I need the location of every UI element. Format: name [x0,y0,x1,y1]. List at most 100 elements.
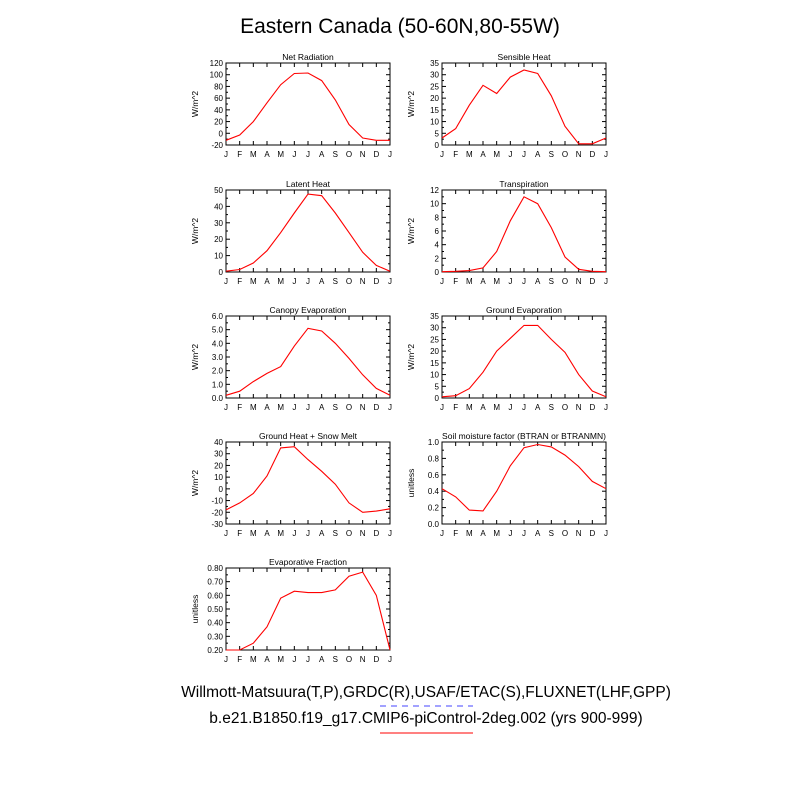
x-tick-label: A [319,529,325,538]
y-tick-label: 40 [214,438,223,447]
y-axis-label: unitless [190,595,200,624]
x-tick-label: M [493,403,500,412]
x-tick-label: M [250,150,257,159]
y-tick-label: 0 [219,268,224,277]
y-tick-label: 5 [435,382,440,391]
series-line [225,446,391,513]
plot-frame [441,315,607,399]
x-tick-label: J [388,150,392,159]
x-tick-label: J [306,277,310,286]
y-axis-label: unitless [406,469,416,498]
y-tick-label: 6 [435,227,440,236]
y-tick-label: 0.8 [428,454,440,463]
x-tick-label: J [388,277,392,286]
x-tick-label: A [535,403,541,412]
x-tick-label: S [549,277,554,286]
x-tick-label: N [360,403,366,412]
y-tick-label: 25 [430,82,439,91]
y-tick-label: 3.0 [212,353,224,362]
x-tick-label: N [576,277,582,286]
y-tick-label: 20 [214,235,223,244]
y-tick-label: 20 [430,347,439,356]
model-legend-label: b.e21.B1850.f19_g17.CMIP6-piControl-2deg… [209,710,642,727]
x-tick-label: J [604,403,608,412]
x-tick-label: A [264,655,270,664]
series-line [441,443,607,512]
y-tick-label: 40 [214,202,223,211]
x-tick-label: J [522,150,526,159]
x-tick-label: A [535,529,541,538]
x-tick-label: A [480,403,486,412]
x-tick-label: J [224,655,228,664]
plot-frame [441,62,607,146]
x-tick-label: J [306,150,310,159]
x-tick-label: M [277,403,284,412]
x-tick-label: J [292,403,296,412]
panel-title: Ground Evaporation [486,305,562,315]
series-line [225,72,390,141]
y-tick-label: 1.0 [428,438,440,447]
y-tick-label: 2.0 [212,367,224,376]
x-tick-label: J [508,529,512,538]
y-tick-label: 15 [430,106,439,115]
y-tick-label: 0.4 [428,487,440,496]
y-tick-label: -30 [211,520,223,529]
y-axis-label: W/m^2 [190,344,200,370]
panel-title: Canopy Evaporation [269,305,346,315]
x-tick-label: O [562,277,568,286]
y-tick-label: 10 [214,473,223,482]
x-tick-label: S [333,529,338,538]
y-axis-label: W/m^2 [406,91,416,117]
x-tick-label: S [333,403,338,412]
x-tick-label: D [373,529,379,538]
x-tick-label: S [549,150,554,159]
x-tick-label: M [277,655,284,664]
x-tick-label: M [466,277,473,286]
y-tick-label: 15 [430,359,439,368]
x-tick-label: N [576,403,582,412]
series-line [226,571,391,651]
panel-title: Transpiration [499,179,549,189]
x-tick-label: J [440,529,444,538]
y-tick-label: 0.70 [207,578,223,587]
x-tick-label: F [453,277,458,286]
x-tick-label: O [346,529,352,538]
plot-frame [225,567,391,651]
y-tick-label: -20 [211,141,223,150]
x-tick-label: O [346,655,352,664]
x-tick-label: A [319,403,325,412]
y-tick-label: 30 [430,324,439,333]
x-tick-label: J [440,277,444,286]
x-tick-label: D [589,529,595,538]
panel-title: Latent Heat [286,179,331,189]
panel-title: Evaporative Fraction [269,557,347,567]
x-tick-label: M [250,403,257,412]
panel-title: Soil moisture factor (BTRAN or BTRANMN) [442,431,606,441]
y-tick-label: 0 [219,129,224,138]
y-tick-label: 30 [214,219,223,228]
y-tick-label: 35 [430,312,439,321]
y-axis-label: W/m^2 [406,344,416,370]
y-axis-label: W/m^2 [190,218,200,244]
x-tick-label: M [250,655,257,664]
x-tick-label: F [237,150,242,159]
x-tick-label: M [466,403,473,412]
y-tick-label: 30 [214,450,223,459]
y-tick-label: 0.0 [212,394,224,403]
figure-title: Eastern Canada (50-60N,80-55W) [240,15,560,38]
y-tick-label: 0 [435,394,440,403]
x-tick-label: N [360,529,366,538]
x-tick-label: J [224,277,228,286]
y-tick-label: 0.40 [207,619,223,628]
x-tick-label: A [319,150,325,159]
x-tick-label: M [493,277,500,286]
obs-legend-label: Willmott-Matsuura(T,P),GRDC(R),USAF/ETAC… [181,684,671,701]
x-tick-label: M [466,150,473,159]
x-tick-label: M [466,529,473,538]
x-tick-label: J [604,277,608,286]
x-tick-label: S [333,150,338,159]
x-tick-label: M [277,277,284,286]
y-tick-label: 12 [430,186,439,195]
